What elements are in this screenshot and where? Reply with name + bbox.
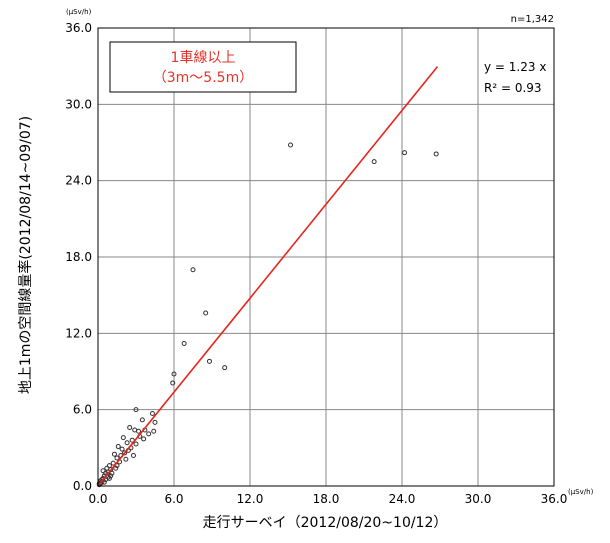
data-point <box>111 451 117 457</box>
data-point <box>127 424 133 430</box>
data-point <box>104 465 110 471</box>
x-tick-label: 24.0 <box>389 492 416 506</box>
data-point <box>120 435 126 441</box>
x-tick-label: 30.0 <box>465 492 492 506</box>
y-tick-label: 12.0 <box>65 326 92 340</box>
plot-frame <box>97 27 555 487</box>
data-point <box>115 444 121 450</box>
fit-equation: y = 1.23 x <box>484 60 546 74</box>
x-tick-label: 6.0 <box>164 492 183 506</box>
data-point <box>402 150 408 156</box>
y-tick-label: 30.0 <box>65 97 92 111</box>
data-point <box>222 365 228 371</box>
data-point <box>113 465 119 471</box>
data-point <box>152 419 158 425</box>
data-point <box>141 436 147 442</box>
data-point <box>171 371 177 377</box>
data-point <box>123 456 129 462</box>
data-point <box>114 455 120 461</box>
legend-line-2: （3m～5.5m） <box>153 70 253 86</box>
data-point <box>151 428 157 434</box>
y-tick-label: 18.0 <box>65 250 92 264</box>
x-tick-label: 12.0 <box>237 492 264 506</box>
data-point <box>122 450 128 456</box>
data-points <box>96 142 439 488</box>
data-point <box>130 452 136 458</box>
y-axis-title: 地上1mの空間線量率(2012/08/14~09/07) <box>17 116 34 394</box>
data-point <box>146 431 152 437</box>
regression-line <box>97 66 439 487</box>
y-tick-label: 0.0 <box>73 479 92 493</box>
x-unit-label: (μSv/h) <box>568 488 594 496</box>
data-point <box>119 446 125 452</box>
y-tick-label: 24.0 <box>65 174 92 188</box>
data-point <box>170 380 176 386</box>
data-point <box>149 410 155 416</box>
data-point <box>133 441 139 447</box>
y-unit-label: (μSv/h) <box>66 8 92 16</box>
axis-ticks: 0.0 6.0 12.0 18.0 24.0 30.0 36.0 0.0 6.0 12.0 18.0… <box>65 21 567 506</box>
data-point <box>206 358 212 364</box>
data-point <box>108 473 114 479</box>
legend-box: 1車線以上 （3m～5.5m） <box>109 41 297 93</box>
data-point <box>190 267 196 273</box>
regression <box>97 66 439 487</box>
legend-line-1: 1車線以上 <box>171 49 236 66</box>
data-point <box>133 407 139 413</box>
x-axis-title: 走行サーベイ（2012/08/20~10/12） <box>203 515 448 531</box>
data-point <box>181 341 187 347</box>
x-tick-label: 36.0 <box>541 492 568 506</box>
data-point <box>110 460 116 466</box>
x-tick-label: 0.0 <box>88 492 107 506</box>
grid <box>98 28 554 486</box>
data-point <box>96 482 102 488</box>
data-point <box>106 475 112 481</box>
data-point <box>101 479 107 485</box>
data-point <box>371 159 377 165</box>
y-tick-label: 6.0 <box>73 403 92 417</box>
data-point <box>288 142 294 148</box>
sample-count: n=1,342 <box>511 14 554 25</box>
data-point <box>139 417 145 423</box>
data-point <box>433 151 439 157</box>
data-point <box>124 440 130 446</box>
data-point <box>100 468 106 474</box>
data-point <box>109 470 115 476</box>
data-point <box>136 428 142 434</box>
fit-r-squared: R² = 0.93 <box>484 81 542 95</box>
x-tick-label: 18.0 <box>313 492 340 506</box>
y-tick-label: 36.0 <box>65 21 92 35</box>
data-point <box>203 310 209 316</box>
